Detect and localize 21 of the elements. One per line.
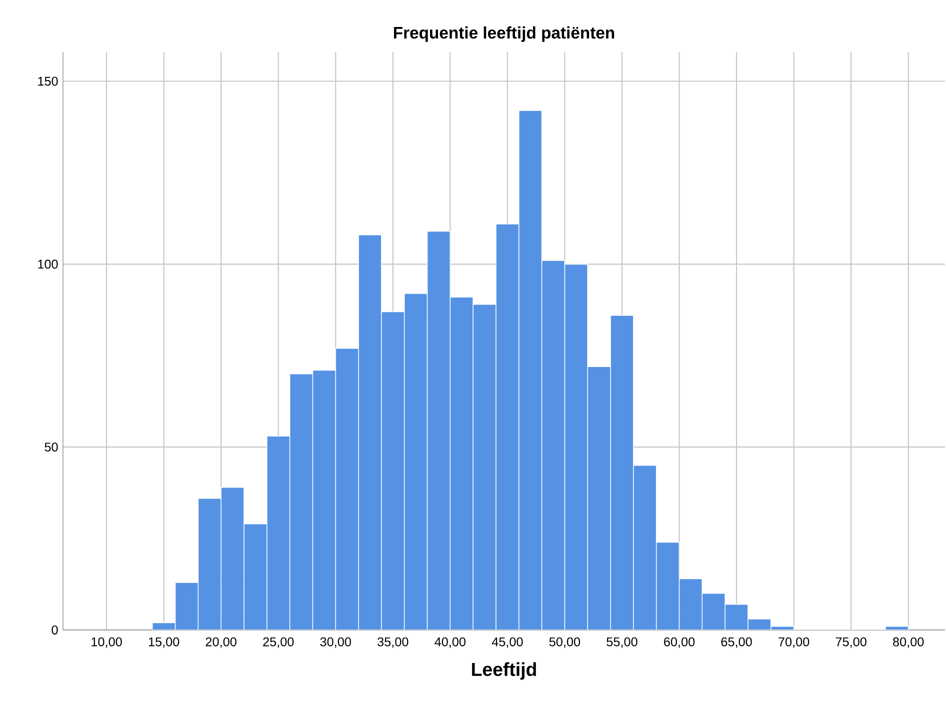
x-tick-label: 45,00 — [492, 637, 523, 648]
x-axis-title: Leeftijd — [472, 662, 536, 680]
chart-title: Frequentie leeftijd patiënten — [394, 26, 614, 42]
x-tick-label: 55,00 — [606, 637, 638, 648]
x-tick-label: 10,00 — [92, 637, 122, 648]
x-tick-label: 15,00 — [148, 637, 180, 648]
x-tick-label: 70,00 — [778, 637, 810, 648]
y-tick-label: 100 — [38, 260, 58, 269]
y-tick-label: 0 — [52, 626, 58, 634]
x-tick-label: 65,00 — [721, 637, 752, 648]
x-tick-label: 40,00 — [434, 637, 466, 648]
x-tick-label: 80,00 — [893, 637, 924, 648]
x-tick-label: 20,00 — [206, 637, 236, 648]
x-tick-label: 25,00 — [263, 637, 294, 648]
x-tick-label: 35,00 — [378, 637, 408, 648]
x-tick-label: 75,00 — [836, 637, 866, 648]
x-tick-label: 50,00 — [549, 637, 580, 648]
y-tick-label: 150 — [38, 76, 58, 86]
x-tick-label: 30,00 — [320, 637, 351, 648]
x-tick-label: 60,00 — [664, 637, 695, 648]
y-tick-label: 50 — [44, 442, 58, 452]
